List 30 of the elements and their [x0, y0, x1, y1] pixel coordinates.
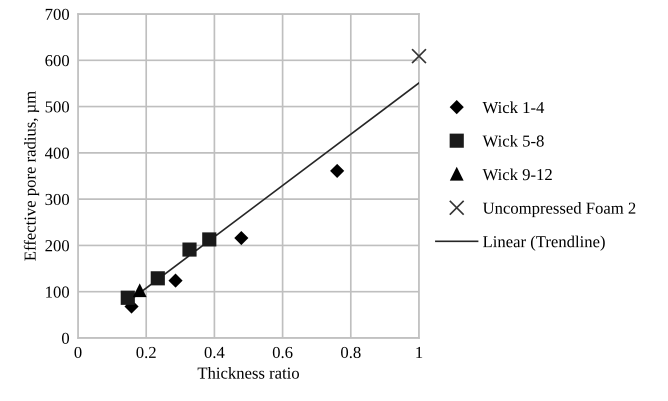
point: [330, 164, 344, 178]
legend-label: Linear (Trendline): [483, 236, 605, 251]
y-axis-title: Effective pore radius, µm: [24, 91, 40, 261]
point: [202, 232, 216, 246]
x-tick-label: 0.2: [136, 346, 156, 358]
legend-label: Wick 9-12: [482, 168, 552, 180]
y-tick-label: 600: [45, 54, 70, 66]
legend-label: Wick 5-8: [482, 134, 544, 147]
point: [182, 242, 197, 257]
y-tick-label: 400: [44, 148, 70, 159]
point: [133, 284, 146, 298]
x-axis-title: Thickness ratio: [198, 367, 300, 379]
y-tick-label: 500: [46, 101, 70, 113]
x-tick-label: 1: [416, 346, 422, 358]
point: [411, 48, 427, 64]
y-tick-label: 100: [46, 286, 70, 298]
y-tick-label: 0: [62, 332, 70, 344]
x-tick-label: 0.6: [272, 346, 293, 358]
y-tick-label: 700: [46, 8, 70, 20]
point: [120, 290, 135, 305]
point: [150, 271, 165, 286]
y-tick-label: 300: [45, 194, 70, 206]
legend-label: Uncompressed Foam 2: [482, 202, 636, 218]
x-tick-label: 0.4: [204, 346, 225, 358]
legend-label: Wick 1-4: [482, 101, 544, 114]
point: [168, 274, 182, 288]
point: [234, 231, 248, 245]
y-tick-label: 200: [45, 240, 70, 252]
x-tick-label: 0.8: [341, 346, 361, 358]
x-tick-label: 0: [74, 346, 82, 358]
